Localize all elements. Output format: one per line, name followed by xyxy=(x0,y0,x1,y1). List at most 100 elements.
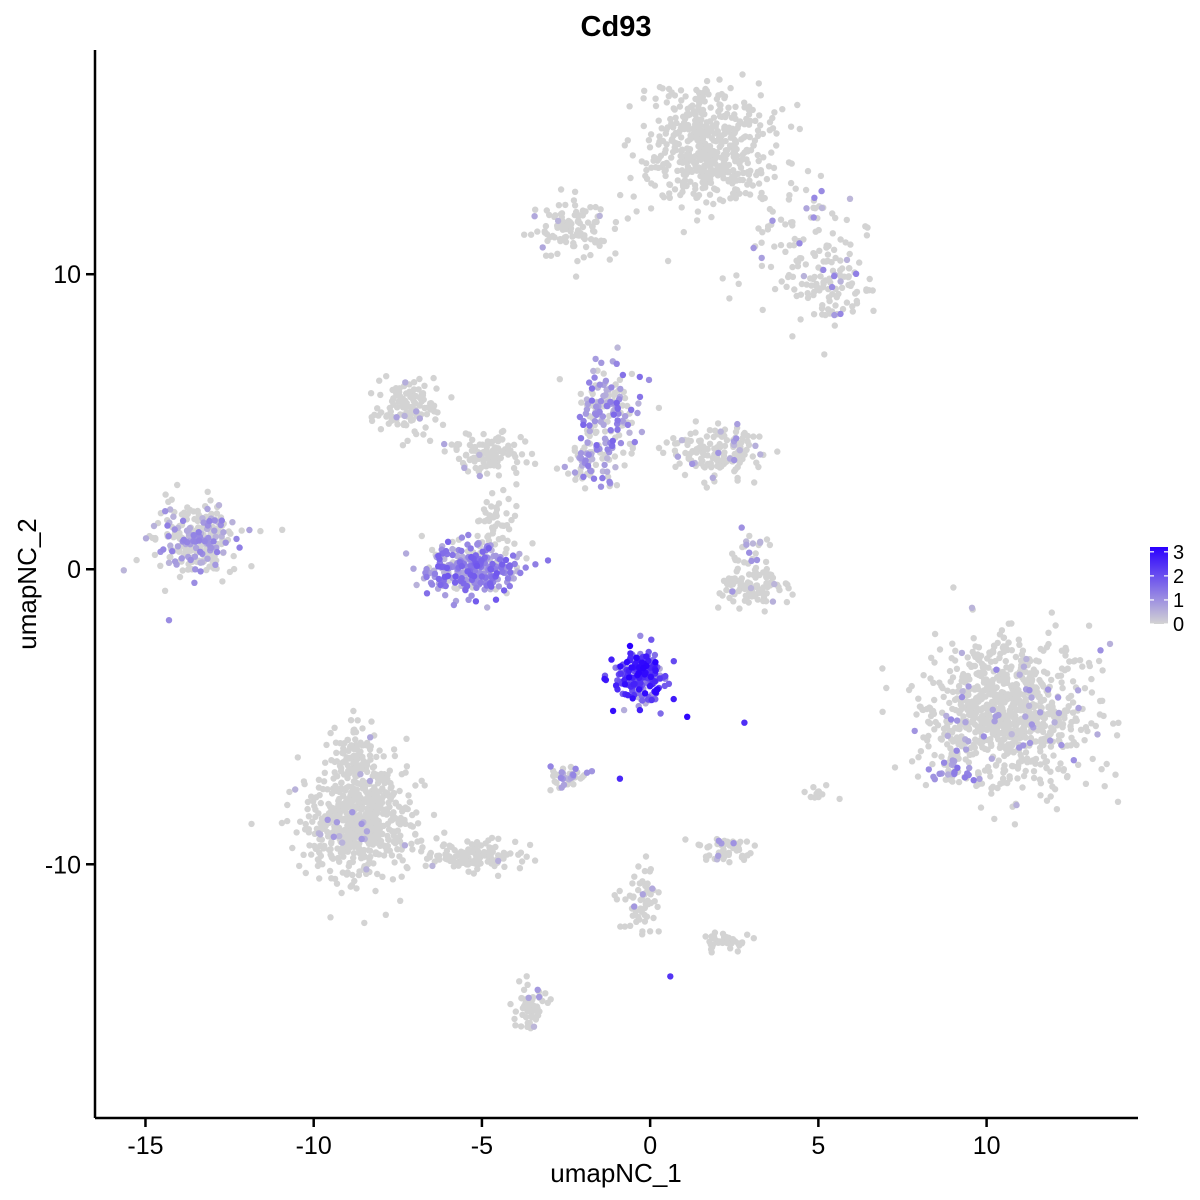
cell-point xyxy=(891,764,899,771)
cell-point xyxy=(561,234,569,241)
cell-point xyxy=(375,412,382,419)
cell-point xyxy=(803,205,810,212)
cell-point xyxy=(619,371,627,379)
cell-point xyxy=(204,488,211,495)
cell-point xyxy=(640,665,647,672)
cell-point xyxy=(736,447,743,454)
cell-point xyxy=(611,453,619,460)
cell-point xyxy=(770,164,778,172)
cell-point xyxy=(317,831,324,838)
cell-point xyxy=(476,451,483,458)
cell-point xyxy=(630,193,637,200)
cell-point xyxy=(645,376,653,384)
cell-point xyxy=(723,939,731,946)
cell-point xyxy=(614,417,621,424)
cell-point xyxy=(389,810,396,818)
cell-point xyxy=(350,707,357,715)
cell-point xyxy=(628,664,635,671)
cell-point xyxy=(397,814,404,822)
cell-point xyxy=(725,178,732,185)
cell-point xyxy=(931,696,938,704)
cell-point xyxy=(998,689,1005,696)
cell-point xyxy=(430,374,437,382)
cell-point xyxy=(451,579,459,586)
cell-point xyxy=(1036,776,1044,783)
cell-point xyxy=(771,173,778,181)
cell-point xyxy=(453,585,460,592)
cell-point xyxy=(652,659,659,666)
cell-point xyxy=(1023,681,1030,688)
cell-point xyxy=(397,897,404,904)
cell-point xyxy=(596,381,603,388)
cell-point xyxy=(421,404,428,412)
cell-point xyxy=(488,860,495,867)
cell-point xyxy=(435,552,442,560)
cell-point xyxy=(695,150,702,157)
cell-point xyxy=(1059,684,1066,692)
cell-point xyxy=(604,455,611,462)
cell-point xyxy=(142,535,150,542)
cell-point xyxy=(488,440,495,447)
cell-point xyxy=(611,225,619,232)
cell-point xyxy=(819,791,826,798)
cell-point xyxy=(621,681,629,688)
cell-point xyxy=(347,833,354,841)
cell-point xyxy=(532,206,539,213)
cell-point xyxy=(510,441,518,448)
cell-point xyxy=(1013,683,1020,690)
cell-point xyxy=(763,590,770,597)
cell-point xyxy=(735,280,742,287)
cell-point xyxy=(740,582,747,589)
cell-point xyxy=(762,558,770,566)
cell-point xyxy=(1004,726,1011,733)
cell-point xyxy=(401,842,409,849)
cell-point xyxy=(639,928,646,935)
cell-point xyxy=(542,222,550,230)
cell-point xyxy=(325,800,332,808)
cell-point xyxy=(749,453,756,460)
cell-point xyxy=(931,630,939,638)
cell-point xyxy=(755,225,762,232)
cell-point xyxy=(779,106,786,113)
cell-point xyxy=(344,869,351,876)
cell-point xyxy=(1069,709,1077,716)
cell-point xyxy=(601,675,608,683)
cell-point xyxy=(708,464,715,471)
cell-point xyxy=(823,242,830,249)
cell-point xyxy=(720,850,727,857)
cell-point xyxy=(731,456,738,464)
cell-point xyxy=(448,441,455,448)
cell-point xyxy=(418,532,425,540)
cell-point xyxy=(925,743,932,750)
cell-point xyxy=(489,560,496,568)
cell-point xyxy=(604,473,612,480)
cell-point xyxy=(350,850,358,857)
cell-point xyxy=(434,409,441,416)
cell-point xyxy=(734,420,741,428)
cell-point xyxy=(292,786,299,793)
cell-point xyxy=(631,873,638,880)
cell-point xyxy=(783,283,790,290)
cell-point xyxy=(643,913,651,920)
cell-point xyxy=(407,822,414,829)
cell-point xyxy=(248,820,255,828)
cell-point xyxy=(656,138,663,145)
cell-point xyxy=(831,311,838,319)
cell-point xyxy=(674,177,681,184)
cell-point xyxy=(745,111,753,118)
cell-point xyxy=(577,775,584,782)
cell-point xyxy=(401,412,408,420)
cell-point xyxy=(879,708,886,715)
cell-point xyxy=(382,843,389,851)
cell-point xyxy=(1064,772,1071,780)
cell-point xyxy=(969,751,976,758)
cell-point xyxy=(366,855,373,863)
cell-point xyxy=(703,199,710,206)
cell-point xyxy=(743,838,751,845)
cell-point xyxy=(831,272,838,280)
cell-point xyxy=(966,764,973,772)
cell-point xyxy=(531,213,538,220)
cell-point xyxy=(367,801,375,808)
cell-point xyxy=(1013,698,1021,705)
